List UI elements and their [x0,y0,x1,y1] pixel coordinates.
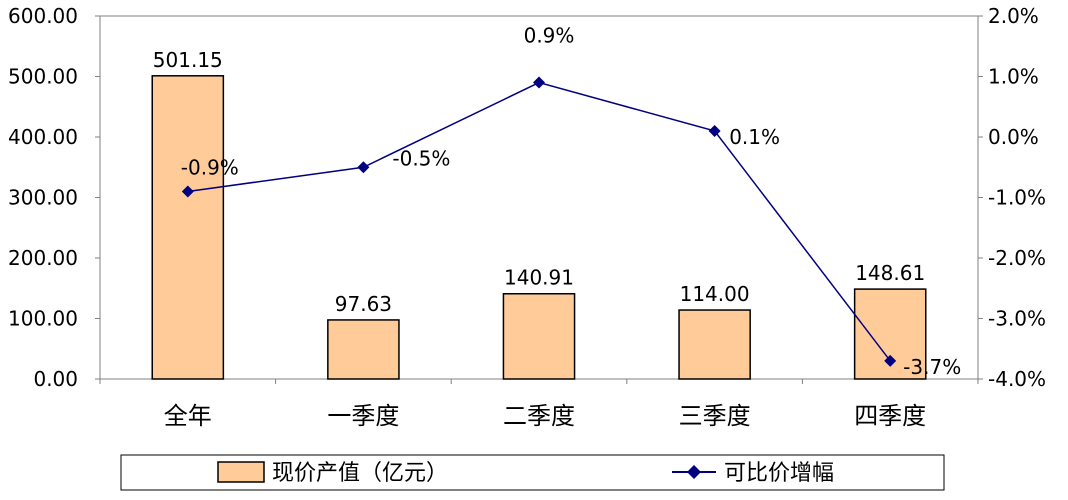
left-tick-label: 200.00 [8,246,78,270]
bar-series: 501.15 97.63 140.91 114.00 148.61 [151,48,927,380]
legend-diamond-marker [687,465,701,479]
bar-value-label: 148.61 [855,261,925,285]
bar-value-label: 114.00 [680,282,750,306]
growth-point-marker [533,76,545,89]
legend-bar-swatch [217,461,265,483]
growth-value-label: -3.7% [903,355,961,379]
category-axis: 全年 一季度 二季度 三季度 四季度 [99,379,979,430]
growth-point-marker [884,354,897,367]
category-label: 三季度 [679,402,751,430]
right-tick-label: 0.0% [988,125,1039,149]
legend: 现价产值（亿元） 可比价增幅 [120,454,945,491]
left-axis: 0.00 100.00 200.00 300.00 400.00 500.00 600.00 [8,4,100,391]
right-tick-label: -2.0% [988,246,1046,270]
right-tick-label: -1.0% [988,186,1046,210]
bar [502,292,576,380]
right-tick-label: 1.0% [988,65,1039,89]
bar-value-label: 140.91 [504,266,574,290]
growth-point-marker [708,124,721,137]
legend-bar-label: 现价产值（亿元） [272,461,448,486]
left-tick-label: 300.00 [8,186,78,210]
right-axis: -4.0% -3.0% -2.0% -1.0% 0.0% 1.0% 2.0% [978,4,1046,391]
left-tick-label: 0.00 [33,367,78,391]
category-label: 全年 [164,402,212,430]
bar [327,319,400,380]
bar-value-label: 501.15 [153,48,223,72]
category-label: 四季度 [854,402,926,430]
bar [151,75,225,380]
line-series: -0.9% -0.5% 0.9% 0.1% -3.7% [181,24,961,379]
right-tick-label: -3.0% [988,307,1046,331]
right-tick-label: -4.0% [988,367,1046,391]
growth-point-marker [181,185,194,198]
left-tick-label: 500.00 [8,65,78,89]
left-tick-label: 400.00 [8,125,78,149]
growth-value-label: 0.1% [729,125,780,149]
category-label: 一季度 [327,402,399,430]
bar [678,309,751,380]
legend-line-label: 可比价增幅 [724,461,834,486]
category-label: 二季度 [503,402,575,430]
right-tick-label: 2.0% [988,4,1039,28]
left-tick-label: 600.00 [8,4,78,28]
growth-value-label: -0.9% [181,155,239,179]
bar-value-label: 97.63 [335,292,392,316]
growth-value-label: 0.9% [524,24,575,48]
left-tick-label: 100.00 [8,307,78,331]
growth-point-marker [357,161,370,174]
growth-value-label: -0.5% [392,146,450,170]
